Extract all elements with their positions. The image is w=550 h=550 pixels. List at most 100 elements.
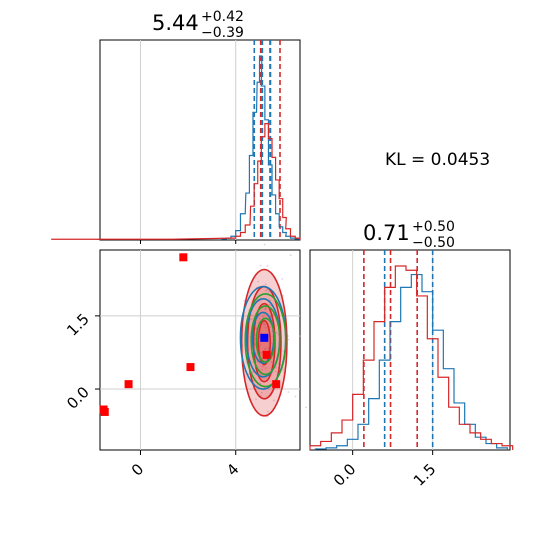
p2-sample-dot bbox=[269, 326, 271, 329]
p2-sample-dot bbox=[254, 328, 257, 331]
p2-sample-dot bbox=[259, 264, 262, 267]
panel-marginal-2-frame bbox=[309, 249, 511, 451]
kl-annotation: KL = 0.0453 bbox=[385, 150, 490, 170]
p2-sample-dot bbox=[266, 410, 269, 413]
p2-sample-dot bbox=[267, 290, 270, 293]
p2-sample-dot bbox=[259, 317, 261, 320]
p2-sample-dot bbox=[268, 303, 271, 306]
panel-scatter-yticks: 0.0 1.5 bbox=[63, 310, 100, 413]
p2-red-marker bbox=[186, 363, 195, 372]
p2-sample-dot bbox=[269, 315, 272, 318]
p2-sample-dot bbox=[250, 313, 253, 316]
p2-sample-dot bbox=[267, 349, 270, 352]
p2-sample-dot bbox=[243, 299, 246, 302]
p2-red-marker bbox=[262, 350, 271, 359]
p2-sample-dot bbox=[270, 361, 273, 363]
p2-sample-dot bbox=[270, 346, 273, 349]
p2-sample-dot bbox=[282, 369, 284, 371]
panel-marginal-2-title-main: 0.71 bbox=[363, 221, 410, 245]
p2-sample-dot bbox=[264, 308, 267, 311]
p2-sample-dot bbox=[298, 335, 301, 338]
panel-marginal-1-title-main: 5.44 bbox=[152, 11, 199, 35]
p2-sample-dot bbox=[252, 371, 254, 373]
panel-marginal-1: 5.44 +0.42 −0.39 bbox=[51, 9, 301, 244]
p2-xtick-label: 0 bbox=[128, 460, 147, 479]
p3-xtick-label: 0.0 bbox=[330, 460, 360, 490]
p2-sample-dot bbox=[264, 306, 267, 309]
p2-sample-dot bbox=[260, 391, 263, 394]
p2-sample-dot bbox=[272, 399, 275, 402]
p2-sample-dot bbox=[254, 333, 257, 336]
p2-sample-dot bbox=[262, 316, 264, 319]
panel-marginal-2-title: 0.71 bbox=[363, 221, 410, 245]
panel-marginal-2-title-sub: −0.50 bbox=[412, 235, 455, 251]
p2-red-marker bbox=[179, 253, 188, 262]
p2-sample-dot bbox=[250, 317, 253, 320]
panel-marginal-2-histograms bbox=[309, 265, 514, 450]
panel-scatter-frame bbox=[99, 249, 301, 451]
p2-sample-dot bbox=[259, 382, 262, 385]
p2-sample-dot bbox=[257, 280, 260, 283]
panel-marginal-1-frame bbox=[99, 39, 301, 241]
p2-sample-dot bbox=[262, 323, 265, 325]
p2-contour-green bbox=[255, 317, 276, 363]
p2-sample-dot bbox=[264, 289, 267, 292]
p2-sample-dot bbox=[274, 370, 277, 373]
p2-sample-dot bbox=[271, 335, 274, 338]
p2-sample-dot bbox=[305, 406, 307, 409]
panel-marginal-1-title: 5.44 bbox=[152, 11, 199, 35]
p2-sample-dot bbox=[264, 326, 267, 329]
p2-sample-dot bbox=[264, 283, 267, 286]
p2-sample-dot bbox=[264, 367, 267, 369]
panel-marginal-2: 0.0 1.5 0.71 +0.50 −0.50 bbox=[309, 219, 514, 490]
panel-scatter-points bbox=[99, 253, 281, 416]
p2-sample-dot bbox=[264, 348, 266, 351]
panel-marginal-1-title-sup: +0.42 bbox=[201, 9, 244, 25]
p2-ytick-label: 1.5 bbox=[63, 310, 93, 340]
p2-sample-dot bbox=[287, 391, 290, 393]
p2-red-marker bbox=[100, 407, 109, 416]
p2-sample-dot bbox=[267, 347, 270, 350]
p3-hist-blue bbox=[314, 273, 508, 450]
p2-sample-dot bbox=[287, 338, 290, 341]
p2-contour-green bbox=[244, 293, 287, 388]
panel-marginal-2-title-sup: +0.50 bbox=[412, 219, 455, 235]
p3-hist-red bbox=[309, 265, 514, 450]
p2-red-marker bbox=[272, 380, 281, 389]
panel-marginal-1-grid bbox=[139, 40, 237, 244]
p2-sample-dot bbox=[266, 264, 269, 267]
p2-red-marker bbox=[124, 380, 133, 389]
p2-blue-marker bbox=[260, 333, 269, 342]
p2-sample-dot bbox=[282, 350, 285, 353]
p2-sample-dot bbox=[259, 343, 262, 346]
p1-hist-blue bbox=[220, 55, 301, 240]
p2-xtick-label: 4 bbox=[223, 460, 242, 479]
p2-sample-dot bbox=[275, 366, 278, 369]
p2-sample-dot bbox=[289, 254, 292, 257]
p2-sample-dot bbox=[261, 365, 264, 368]
p2-contour-green bbox=[250, 305, 281, 376]
p2-sample-dot bbox=[266, 288, 269, 291]
panel-marginal-2-xticks: 0.0 1.5 bbox=[330, 450, 440, 490]
p2-sample-dot bbox=[272, 313, 275, 316]
p2-sample-dot bbox=[260, 368, 263, 371]
p2-ytick-label: 0.0 bbox=[63, 383, 93, 413]
p2-sample-dot bbox=[255, 398, 257, 401]
p3-xtick-label: 1.5 bbox=[410, 460, 440, 490]
p2-sample-dot bbox=[271, 371, 274, 374]
p2-sample-dot bbox=[259, 352, 262, 355]
p2-sample-dot bbox=[281, 277, 284, 280]
p2-sample-dot bbox=[252, 380, 255, 382]
p2-sample-dot bbox=[266, 415, 269, 418]
p2-sample-dot bbox=[263, 243, 266, 246]
p2-sample-dot bbox=[275, 331, 278, 334]
panel-marginal-1-histograms bbox=[51, 55, 301, 240]
panel-marginal-1-title-sub: −0.39 bbox=[201, 25, 244, 41]
p2-sample-dot bbox=[282, 294, 284, 297]
p1-hist-red bbox=[51, 122, 301, 240]
p2-sample-dot bbox=[294, 395, 297, 398]
panel-scatter-contours bbox=[239, 268, 288, 417]
